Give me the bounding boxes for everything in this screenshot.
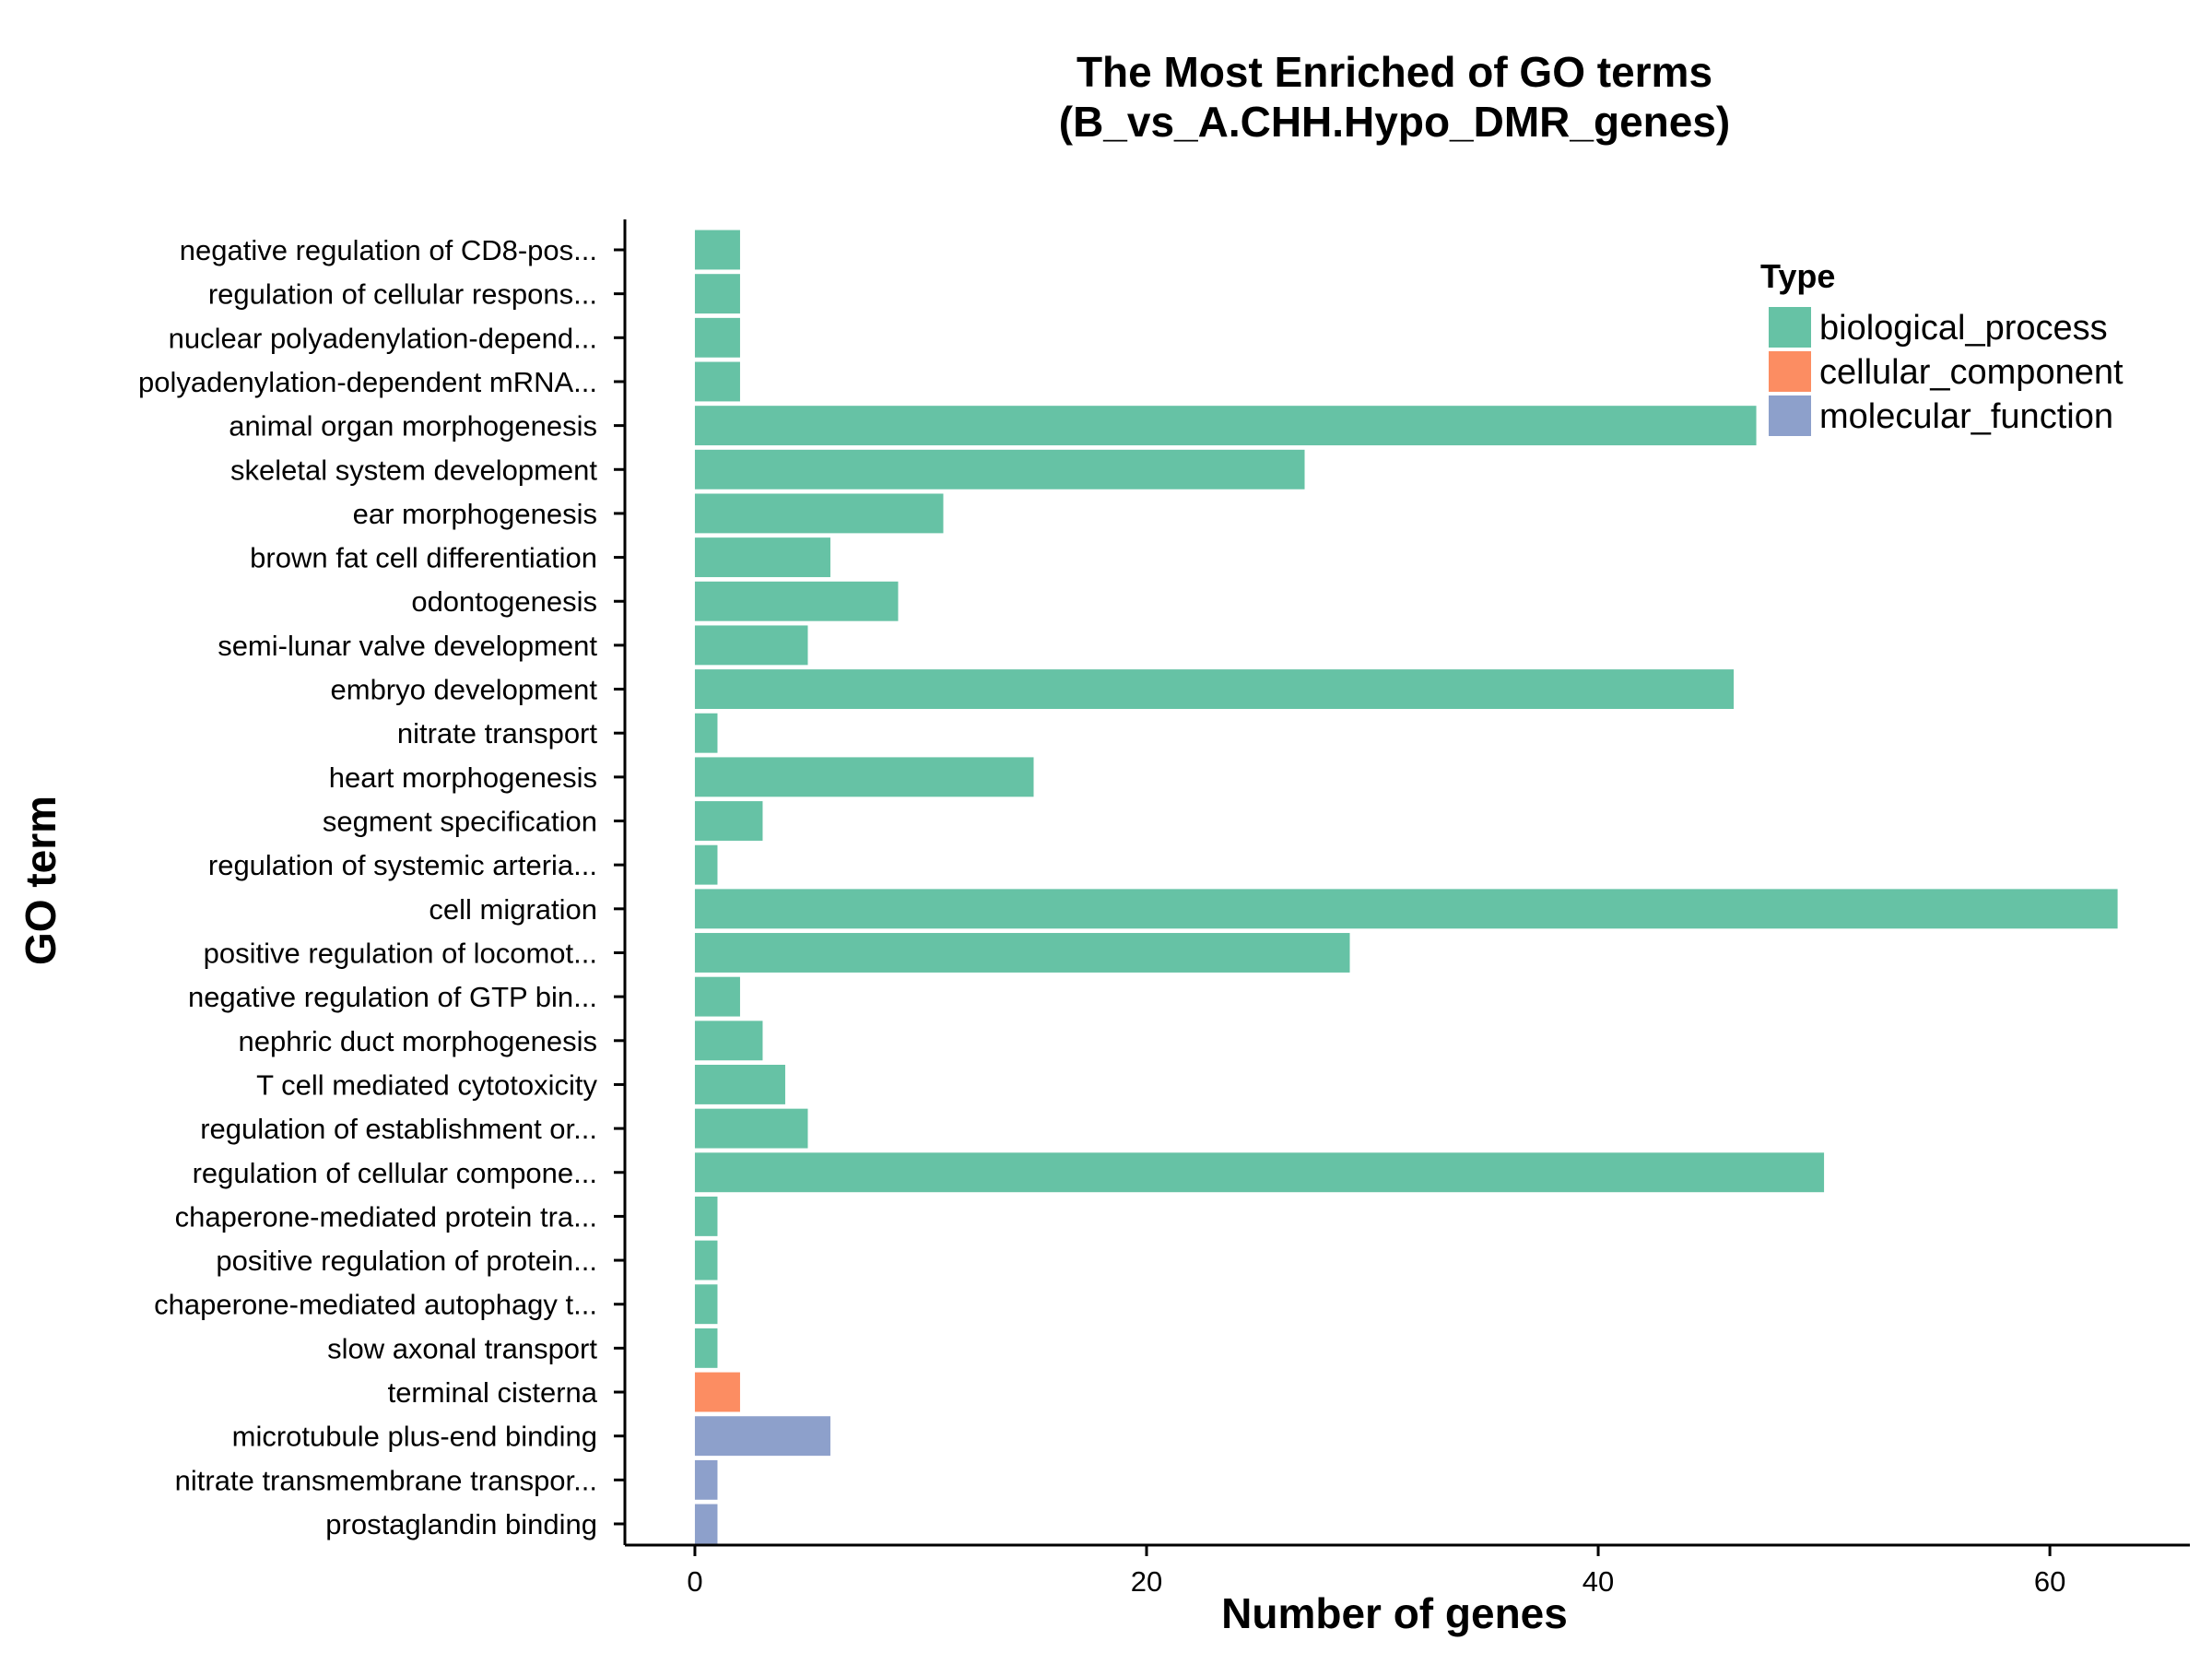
legend-swatch-biological-process [1767, 305, 1813, 349]
legend-label: biological_process [1819, 309, 2108, 348]
bar-26 [694, 1372, 740, 1412]
bar-28 [694, 1459, 718, 1500]
y-axis: negative regulation of CD8-pos... regulat… [138, 219, 627, 1545]
bar-6 [694, 493, 944, 534]
y-tick-label: negative regulation of GTP bin... [188, 981, 597, 1013]
y-tick-label: animal organ morphogenesis [229, 410, 597, 443]
y-tick-label: ear morphogenesis [353, 498, 597, 530]
bar-15 [694, 889, 2118, 929]
legend-swatch-molecular-function [1767, 394, 1813, 438]
y-tick-label: microtubule plus-end binding [232, 1421, 597, 1453]
bar-4 [694, 406, 1757, 446]
bar-16 [694, 933, 1350, 973]
x-axis-title: Number of genes [1221, 1589, 1568, 1637]
y-tick-label: terminal cisterna [388, 1376, 598, 1409]
y-axis-title: GO term [17, 796, 65, 965]
bar-5 [694, 449, 1305, 490]
y-tick-label: T cell mediated cytotoxicity [256, 1068, 597, 1101]
bar-10 [694, 669, 1735, 709]
bar-27 [694, 1416, 830, 1457]
bar-1 [694, 274, 740, 314]
bar-21 [694, 1152, 1825, 1193]
bar-7 [694, 537, 830, 578]
bar-29 [694, 1504, 718, 1544]
legend: Type biological_process cellular_componen… [1760, 257, 2124, 438]
bar-20 [694, 1108, 808, 1149]
bar-23 [694, 1240, 718, 1280]
y-tick-label: skeletal system development [230, 454, 597, 486]
y-tick-label: cell migration [429, 893, 597, 926]
bar-25 [694, 1328, 718, 1368]
y-tick-label: embryo development [331, 674, 598, 706]
bar-22 [694, 1196, 718, 1236]
bar-13 [694, 801, 763, 841]
bar-0 [694, 230, 740, 270]
bar-14 [694, 844, 718, 885]
y-tick-label: heart morphogenesis [329, 761, 597, 794]
legend-label: molecular_function [1819, 397, 2113, 436]
bar-12 [694, 757, 1034, 797]
bar-9 [694, 625, 808, 666]
legend-title: Type [1760, 257, 1835, 295]
y-tick-label: nitrate transmembrane transpor... [175, 1464, 597, 1496]
y-tick-label: positive regulation of protein... [216, 1245, 597, 1277]
legend-label: cellular_component [1819, 353, 2124, 392]
bar-8 [694, 581, 899, 621]
x-tick-label: 60 [2034, 1565, 2065, 1598]
y-tick-label: negative regulation of CD8-pos... [180, 234, 597, 266]
y-tick-label: odontogenesis [411, 585, 597, 618]
y-tick-label: slow axonal transport [327, 1332, 597, 1364]
y-tick-label: regulation of cellular respons... [208, 278, 597, 311]
bars-layer [694, 230, 2118, 1544]
bar-18 [694, 1021, 763, 1061]
legend-swatch-cellular-component [1767, 349, 1813, 394]
chart-subtitle: (B_vs_A.CHH.Hypo_DMR_genes) [1059, 98, 1731, 146]
bar-2 [694, 317, 740, 358]
bar-3 [694, 361, 740, 402]
y-tick-label: regulation of systemic arteria... [208, 849, 597, 881]
bar-19 [694, 1065, 785, 1104]
y-tick-label: nephric duct morphogenesis [239, 1025, 597, 1057]
y-tick-label: segment specification [323, 806, 597, 838]
x-tick-label: 40 [1583, 1565, 1614, 1598]
x-axis: 0 20 40 60 [625, 1543, 2190, 1598]
y-tick-label: regulation of establishment or... [200, 1113, 597, 1145]
y-tick-label: nitrate transport [397, 717, 597, 749]
x-tick-label: 20 [1131, 1565, 1162, 1598]
x-tick-label: 0 [687, 1565, 702, 1598]
y-tick-label: semi-lunar valve development [218, 630, 597, 662]
y-tick-label: prostaglandin binding [325, 1508, 597, 1540]
y-tick-label: brown fat cell differentiation [250, 542, 597, 574]
y-tick-label: regulation of cellular compone... [193, 1157, 597, 1189]
y-tick-label: nuclear polyadenylation-depend... [169, 322, 597, 354]
y-tick-label: polyadenylation-dependent mRNA... [138, 366, 597, 398]
y-tick-label: chaperone-mediated autophagy t... [154, 1289, 597, 1321]
bar-17 [694, 976, 740, 1017]
y-tick-label: positive regulation of locomot... [204, 937, 597, 969]
y-tick-label: chaperone-mediated protein tra... [175, 1200, 597, 1233]
bar-11 [694, 713, 718, 753]
bar-24 [694, 1284, 718, 1325]
chart-title: The Most Enriched of GO terms [1077, 48, 1712, 96]
